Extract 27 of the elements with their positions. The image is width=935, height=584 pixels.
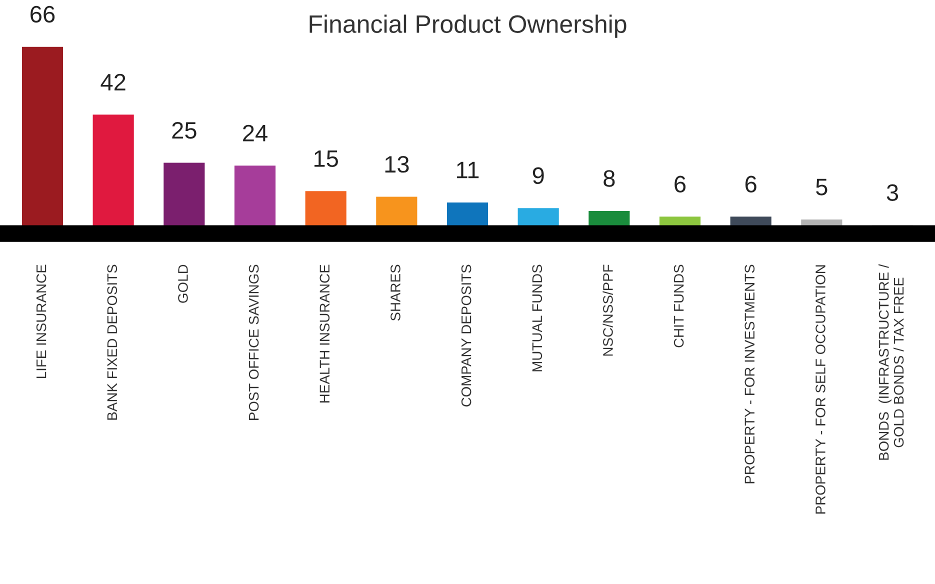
x-tick-label: SHARES xyxy=(390,264,400,321)
x-tick-label: CHIT FUNDS xyxy=(674,264,684,348)
x-tick-label: POST OFFICE SAVINGS xyxy=(248,264,259,420)
data-label: 6 xyxy=(674,176,686,192)
data-label: 42 xyxy=(100,74,126,90)
data-label: 25 xyxy=(172,122,196,139)
data-label: 5 xyxy=(816,178,828,196)
data-label: 24 xyxy=(243,124,268,142)
chart-title: Financial Product Ownership xyxy=(310,14,626,38)
x-tick-label: GOLD xyxy=(178,264,188,303)
x-tick-label: PROPERTY - FOR SELF OCCUPATION xyxy=(816,265,826,514)
x-tick-label: BONDS (INFRASTRUCTURE / GOLD BONDS / TAX FREE xyxy=(878,264,904,460)
data-label: 11 xyxy=(457,162,479,178)
data-label: 3 xyxy=(886,184,898,201)
data-label: 6 xyxy=(745,176,756,192)
x-tick-label: HEALTH INSURANCE xyxy=(320,264,330,402)
data-label: 66 xyxy=(30,6,55,23)
data-label: 15 xyxy=(314,150,338,168)
x-tick-label: BANK FIXED DEPOSITS xyxy=(107,264,118,420)
data-label: 13 xyxy=(385,156,409,173)
data-label: 8 xyxy=(604,170,615,187)
data-label: 9 xyxy=(532,167,544,184)
x-tick-label: MUTUAL FUNDS xyxy=(532,264,542,372)
x-tick-label: PROPERTY - FOR INVESTMENTS xyxy=(744,264,755,484)
x-tick-label: LIFE INSURANCE xyxy=(36,264,46,378)
x-tick-label: COMPANY DEPOSITS xyxy=(461,264,472,406)
x-tick-label: NSC/NSS/PPF xyxy=(602,264,613,356)
